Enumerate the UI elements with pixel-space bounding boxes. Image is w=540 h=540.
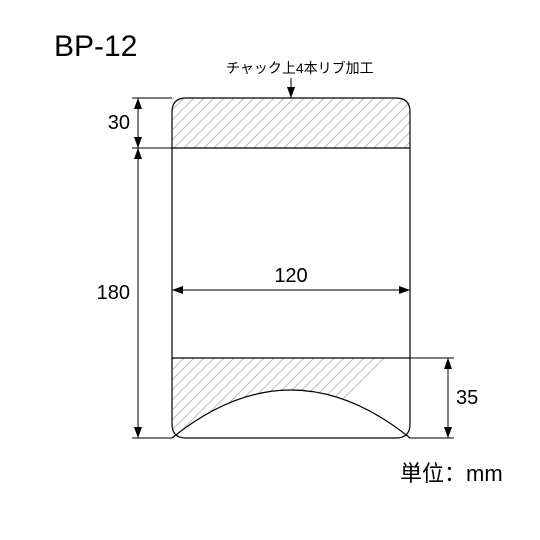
svg-text:120: 120 bbox=[274, 265, 307, 287]
diagram-svg: 30 180 120 35 bbox=[0, 0, 540, 540]
svg-text:35: 35 bbox=[456, 387, 478, 409]
svg-text:30: 30 bbox=[108, 112, 130, 134]
diagram-canvas: BP-12 チャック上4本リブ加工 単位：mm 3018012035 bbox=[0, 0, 540, 540]
svg-text:180: 180 bbox=[97, 282, 130, 304]
